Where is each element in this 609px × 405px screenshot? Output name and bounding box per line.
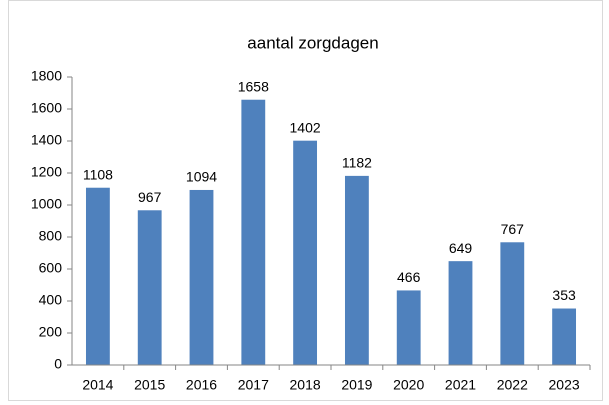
data-label: 767 [501,221,525,237]
y-tick-label: 1600 [31,100,62,116]
bar [552,308,577,365]
bar [241,99,266,365]
data-label: 1658 [238,78,269,94]
data-label: 1108 [83,166,113,182]
bar [396,290,421,365]
y-tick-label: 800 [39,228,63,244]
y-tick-label: 1800 [31,68,62,84]
x-tick-label: 2020 [393,377,424,393]
bar [448,261,473,365]
y-tick-label: 600 [39,260,63,276]
chart-title: aantal zorgdagen [247,33,378,52]
y-tick-label: 1400 [31,132,62,148]
y-tick-label: 400 [39,292,63,308]
bar [344,175,369,365]
data-label: 1094 [186,169,217,185]
x-tick-label: 2018 [290,377,321,393]
x-tick-label: 2015 [134,377,165,393]
y-tick-label: 200 [39,324,63,340]
bar [189,189,214,365]
data-label: 649 [449,240,473,256]
bar [137,210,162,365]
data-label: 1182 [342,155,372,171]
x-tick-label: 2022 [497,377,528,393]
x-tick-label: 2023 [549,377,580,393]
y-tick-label: 0 [54,356,62,372]
bar [293,140,318,365]
x-tick-label: 2017 [238,377,269,393]
data-label: 466 [397,269,421,285]
bar [500,242,525,365]
x-tick-label: 2016 [186,377,217,393]
x-tick-label: 2014 [82,377,113,393]
x-tick-label: 2019 [341,377,372,393]
data-label: 967 [138,189,162,205]
data-label: 1402 [290,119,321,135]
data-label: 353 [552,287,576,303]
x-tick-label: 2021 [445,377,476,393]
y-tick-label: 1200 [31,164,62,180]
y-tick-label: 1000 [31,196,62,212]
bar [85,187,110,365]
